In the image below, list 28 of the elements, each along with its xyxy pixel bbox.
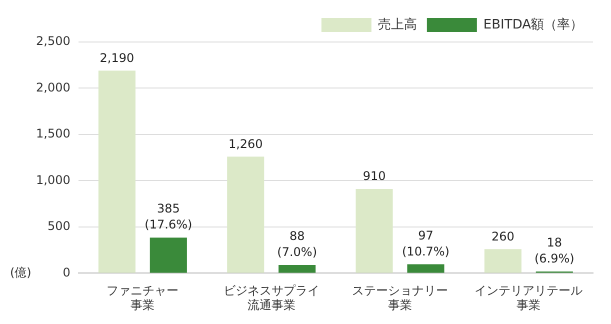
bar bbox=[484, 249, 522, 273]
data-label: 910 bbox=[362, 169, 386, 184]
legend-label: 売上高 bbox=[378, 16, 417, 32]
data-label: 97 (10.7%) bbox=[402, 228, 450, 258]
bar bbox=[150, 238, 187, 273]
x-tick-label: ファニチャー事業 bbox=[106, 284, 179, 312]
bar bbox=[278, 265, 316, 273]
y-axis-title: (億) bbox=[10, 265, 32, 280]
bar bbox=[227, 156, 264, 273]
data-label: 385 (17.6%) bbox=[144, 202, 192, 232]
y-tick-label: 2,000 bbox=[36, 80, 70, 94]
data-label: 260 bbox=[491, 229, 514, 244]
data-label: 18 (6.9%) bbox=[534, 236, 574, 266]
bar bbox=[98, 70, 136, 273]
x-tick-label: ステーショナリー事業 bbox=[352, 284, 448, 312]
bar bbox=[407, 264, 444, 273]
x-tick-label: ビジネスサプライ流通事業 bbox=[223, 284, 320, 312]
y-tick-label: 0 bbox=[62, 265, 70, 280]
legend-label: EBITDA額（率） bbox=[483, 16, 584, 32]
x-tick-label: インテリアリテール事業 bbox=[474, 284, 583, 312]
data-label: 88 (7.0%) bbox=[277, 229, 318, 260]
data-label: 1,260 bbox=[228, 136, 263, 151]
y-tick-label: 2,500 bbox=[36, 34, 70, 48]
data-label: 2,190 bbox=[100, 50, 134, 65]
bar bbox=[356, 189, 393, 273]
y-tick-label: 500 bbox=[47, 219, 70, 234]
y-tick-label: 1,500 bbox=[36, 126, 70, 141]
y-tick-label: 1,000 bbox=[36, 172, 70, 187]
